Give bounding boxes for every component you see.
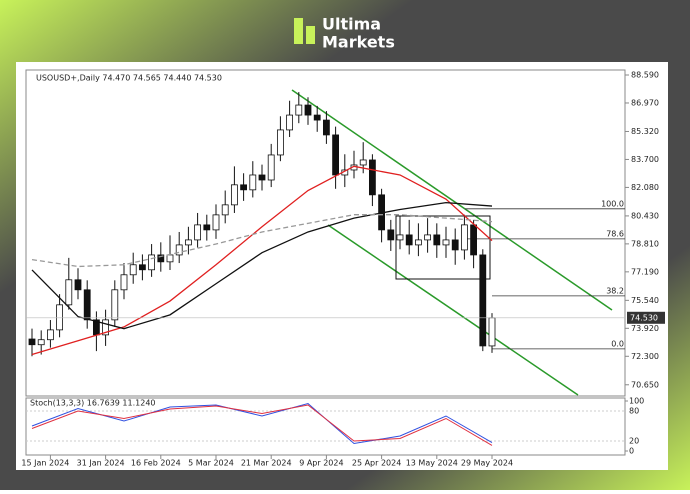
y-tick-label: 82.080	[631, 183, 659, 192]
candle-body	[240, 184, 248, 191]
candle-body	[194, 224, 202, 241]
candle-body	[295, 104, 303, 116]
candle-body	[258, 174, 266, 181]
x-tick-label: 16 Feb 2024	[131, 459, 181, 468]
candle-body	[304, 104, 312, 116]
chart-title: USOUSD+,Daily 74.470 74.565 74.440 74.53…	[36, 74, 222, 83]
x-tick-label: 5 Mar 2024	[188, 459, 234, 468]
candle-body	[157, 254, 165, 263]
logo-icon	[306, 26, 315, 44]
candle-body	[414, 239, 422, 246]
fib-label: 78.6	[606, 229, 624, 238]
candle-body	[313, 114, 321, 121]
y-tick-label: 77.190	[631, 267, 659, 276]
candle-body	[396, 234, 404, 241]
stoch-tick-label: 100	[629, 397, 644, 406]
last-price-label: 74.530	[630, 313, 658, 322]
y-tick-label: 75.540	[631, 296, 659, 305]
stoch-tick-label: 0	[629, 447, 634, 456]
moving-average	[31, 165, 493, 356]
y-tick-label: 78.810	[631, 239, 659, 248]
y-tick-label: 70.650	[631, 380, 659, 389]
candle-body	[203, 224, 211, 231]
stoch-label: Stoch(13,3,3) 16.7639 11.1240	[30, 399, 156, 408]
fib-label: 38.2	[606, 286, 624, 295]
x-tick-label: 15 Jan 2024	[21, 459, 69, 468]
candle-body	[424, 234, 432, 241]
stoch-frame	[25, 397, 626, 456]
candle-body	[120, 274, 128, 291]
candle-body	[460, 224, 468, 251]
candle-body	[65, 279, 73, 306]
fib-label: 0.0	[611, 339, 624, 348]
candle-body	[56, 304, 63, 331]
logo-icon	[294, 18, 303, 44]
stoch-tick-label: 80	[629, 407, 639, 416]
y-tick-label: 86.970	[631, 98, 659, 107]
candle-body	[470, 224, 478, 256]
candle-body	[148, 254, 156, 271]
y-tick-label: 88.590	[631, 71, 659, 80]
candle-body	[405, 234, 413, 246]
candle-body	[332, 134, 340, 176]
x-tick-label: 9 Apr 2024	[299, 459, 343, 468]
candle-body	[212, 214, 220, 231]
moving-average	[31, 201, 493, 330]
y-tick-label: 85.320	[631, 127, 659, 136]
range-box	[395, 215, 491, 280]
candle-body	[221, 204, 229, 216]
candle-body	[359, 159, 367, 166]
candle-body	[488, 317, 496, 347]
channel-line	[327, 224, 579, 396]
plot-frame	[25, 69, 626, 397]
candle-body	[433, 234, 441, 246]
candle-body	[387, 229, 395, 241]
candle-body	[111, 289, 119, 321]
y-tick-label: 83.700	[631, 155, 659, 164]
candle-body	[267, 154, 275, 181]
candle-body	[184, 239, 192, 246]
y-tick-label: 80.430	[631, 211, 659, 220]
channel-line	[291, 89, 613, 311]
candle-body	[322, 119, 330, 136]
x-tick-label: 13 May 2024	[406, 459, 458, 468]
candle-body	[28, 338, 36, 346]
candle-body	[138, 264, 146, 271]
y-tick-label: 73.920	[631, 324, 659, 333]
chart-card	[16, 62, 668, 470]
candle-body	[442, 239, 450, 246]
candle-body	[249, 174, 257, 191]
candle-body	[74, 279, 82, 291]
candle-body	[175, 244, 183, 256]
x-tick-label: 25 Apr 2024	[352, 459, 401, 468]
last-price-box	[627, 311, 665, 324]
fib-label: 100.0	[601, 199, 624, 208]
candle-body	[230, 184, 238, 206]
brand: Ultima	[322, 15, 381, 34]
stoch-tick-label: 20	[629, 437, 639, 446]
moving-average	[31, 214, 493, 268]
candle-body	[37, 339, 45, 346]
x-tick-label: 31 Jan 2024	[77, 459, 125, 468]
candle-body	[286, 114, 294, 131]
candle-body	[83, 289, 91, 321]
candle-body	[479, 254, 487, 347]
candle-body	[102, 319, 109, 336]
x-tick-label: 21 Mar 2024	[241, 459, 292, 468]
candle-body	[451, 239, 459, 251]
brand: Markets	[322, 33, 395, 52]
candle-body	[47, 329, 54, 341]
stoch-line	[31, 402, 493, 445]
y-tick-label: 72.300	[631, 352, 659, 361]
candle-body	[166, 254, 174, 263]
candle-body	[129, 264, 137, 276]
candle-body	[368, 159, 376, 196]
candle-body	[276, 129, 284, 156]
x-tick-label: 29 May 2024	[461, 459, 513, 468]
stoch-line	[31, 404, 493, 446]
